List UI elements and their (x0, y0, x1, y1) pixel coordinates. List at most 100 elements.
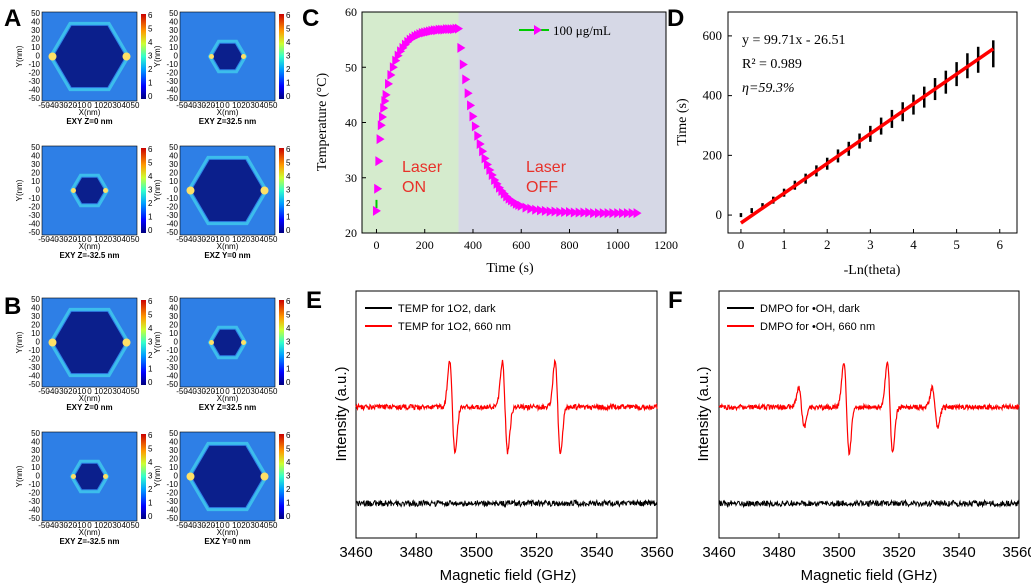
field-map-caption: EXZ Y=0 nm (204, 251, 250, 260)
data-point-c (522, 202, 531, 213)
y-tick: -20 (28, 69, 40, 78)
y-tick: -40 (166, 506, 178, 515)
y-axis-label: Y(nm) (153, 45, 162, 67)
x-tick: 0 (87, 387, 92, 396)
y-tick: 40 (169, 438, 178, 447)
x-tick: 20 (103, 521, 112, 530)
y-tick: 20 (31, 455, 40, 464)
data-point-c (488, 169, 497, 180)
x-tick: 20 (103, 235, 112, 244)
x-tick: -20 (204, 521, 216, 530)
y-tick: 10 (169, 329, 178, 338)
y-tick: 50 (169, 295, 178, 304)
chart-d-fit: 0 1 2 3 4 5 6 0 200 400 600 y = 99.71x - 26.51 R² … (675, 11, 1018, 278)
colorbar-tick: 3 (286, 52, 291, 61)
x-tick-label-c: 1200 (654, 238, 678, 252)
data-point-c (619, 208, 628, 219)
colorbar-tick: 0 (286, 378, 291, 387)
x-tick: 10 (232, 235, 241, 244)
y-tick: 30 (31, 160, 40, 169)
data-point-c (590, 208, 599, 219)
fit-line-d (739, 47, 995, 225)
field-map-caption: EXY Z=-32.5 nm (59, 251, 119, 260)
hotspot-left (71, 188, 76, 193)
field-map-caption: EXZ Y=0 nm (204, 537, 250, 546)
x-tick: -50 (176, 521, 188, 530)
x-tick: 0 (225, 387, 230, 396)
y-tick: 50 (31, 429, 40, 438)
field-map-frame (179, 297, 276, 388)
y-axis-label: Y(nm) (15, 465, 24, 487)
y-tick-label-c: 60 (345, 5, 357, 19)
hotspot-right (260, 186, 269, 195)
colorbar-tick: 3 (286, 186, 291, 195)
hotspot-right (241, 340, 246, 345)
panel-label-b: B (4, 293, 21, 320)
y-tick: -50 (166, 94, 178, 103)
y-tick: -10 (28, 60, 40, 69)
field-map-b-1: 6543210-50-50-40-40-30-30-20-20-10-10001… (15, 295, 153, 412)
y-axis-label: Y(nm) (153, 465, 162, 487)
data-point-c (580, 207, 589, 218)
data-point-c (377, 120, 386, 131)
x-tick-label-c: 200 (416, 238, 434, 252)
x-tick: 50 (269, 101, 278, 110)
y-tick: -50 (28, 94, 40, 103)
y-tick: -30 (28, 211, 40, 220)
panel-label-f: F (668, 287, 683, 314)
data-point-c (517, 200, 526, 211)
field-map-a-2: 6543210-50-50-40-40-30-30-20-20-10-10001… (153, 9, 291, 126)
colorbar-tick: 2 (286, 485, 291, 494)
field-map-caption: EXY Z=-32.5 nm (59, 537, 119, 546)
particle-hexagon (191, 159, 264, 222)
x-axis-label: X(nm) (217, 242, 239, 251)
y-tick: 50 (31, 295, 40, 304)
field-map-frame (41, 145, 138, 236)
x-tick: 40 (259, 101, 268, 110)
y-tick: 50 (169, 429, 178, 438)
y-tick: 30 (31, 446, 40, 455)
hotspot-right (260, 472, 269, 481)
x-axis-label: X(nm) (79, 108, 101, 117)
colorbar-tick: 5 (286, 159, 291, 168)
x-tick-label-c: 0 (373, 238, 379, 252)
x-tick: 10 (94, 387, 103, 396)
x-tick: -40 (47, 387, 59, 396)
data-point-c (483, 159, 492, 170)
x-tick: 40 (121, 521, 130, 530)
x-tick: -30 (56, 521, 68, 530)
data-point-c (609, 208, 618, 219)
particle-hexagon (74, 463, 105, 490)
x-axis-label: X(nm) (217, 394, 239, 403)
x-tick: 10 (94, 235, 103, 244)
y-tick: 10 (31, 43, 40, 52)
data-point-c (380, 103, 389, 114)
data-point-c (467, 100, 476, 111)
y-axis-label: Y(nm) (15, 179, 24, 201)
x-tick: 50 (131, 101, 140, 110)
hotspot-left (186, 186, 195, 195)
y-tick: -20 (166, 203, 178, 212)
chart-f-frame (718, 290, 1020, 539)
field-map-frame (179, 11, 276, 102)
data-point-c (479, 146, 488, 157)
y-tick: -30 (166, 497, 178, 506)
y-tick: 10 (169, 463, 178, 472)
x-tick: 40 (121, 101, 130, 110)
x-tick: 10 (232, 521, 241, 530)
y-tick: 50 (31, 9, 40, 18)
data-point-c (565, 207, 574, 218)
x-tick: -30 (56, 387, 68, 396)
data-point-c (476, 139, 485, 150)
data-point-c (469, 111, 478, 122)
y-tick: 40 (31, 152, 40, 161)
data-point-c (394, 50, 403, 61)
x-tick-label: 3560 (640, 544, 673, 561)
field-maps: 6543210-50-50-40-40-30-30-20-20-10-10001… (15, 9, 291, 546)
x-tick: -20 (66, 235, 78, 244)
particle-hexagon (191, 445, 264, 508)
colorbar (141, 14, 146, 99)
x-tick-label: 3540 (942, 544, 975, 561)
annotation-laser-off-2: OFF (526, 179, 558, 196)
x-axis-label-c: Time (s) (486, 261, 534, 276)
